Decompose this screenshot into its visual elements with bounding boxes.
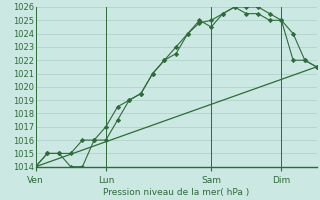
X-axis label: Pression niveau de la mer( hPa ): Pression niveau de la mer( hPa ) — [103, 188, 249, 197]
